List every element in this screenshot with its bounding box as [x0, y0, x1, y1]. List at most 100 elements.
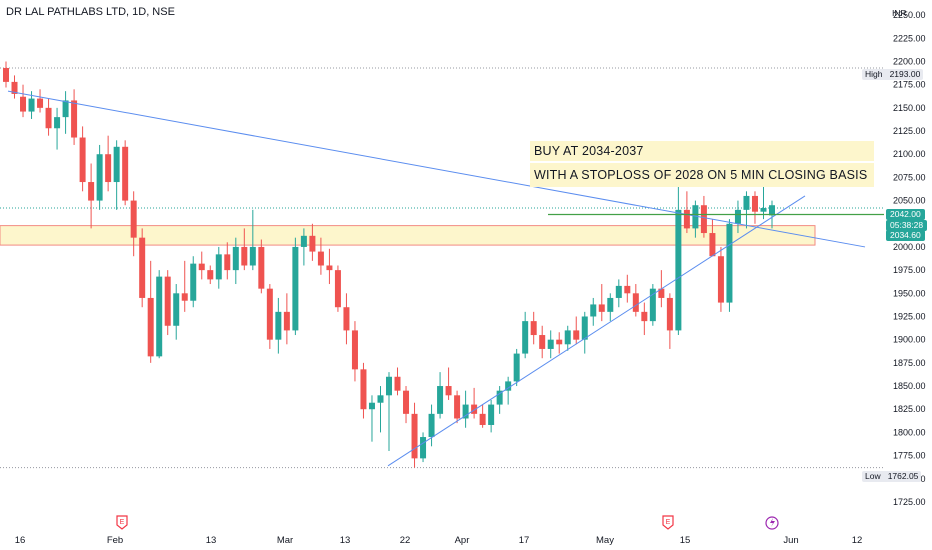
- y-tick-label: 1725.00: [893, 497, 926, 507]
- candle-body: [241, 246, 248, 266]
- candle-body: [326, 265, 333, 271]
- candle-body: [471, 404, 478, 414]
- candle-body: [283, 311, 290, 331]
- candle-body: [394, 376, 401, 391]
- candle-body: [700, 205, 707, 234]
- candle-body: [334, 270, 341, 308]
- candle-body: [462, 404, 469, 419]
- candle-body: [530, 321, 537, 336]
- candle-body: [249, 246, 256, 266]
- y-tick-label: 2125.00: [893, 126, 926, 136]
- candle-body: [28, 98, 35, 112]
- candle-body: [683, 209, 690, 229]
- candle-body: [360, 369, 367, 410]
- svg-text:E: E: [666, 519, 671, 526]
- candle-body: [300, 235, 307, 247]
- candle-body: [232, 246, 239, 271]
- candle-body: [96, 154, 103, 201]
- candle-body: [45, 107, 52, 129]
- candle-body: [224, 254, 231, 271]
- candle-body: [20, 96, 27, 112]
- x-tick-label: 15: [680, 535, 691, 546]
- y-tick-label: 2175.00: [893, 80, 926, 90]
- candle-body: [113, 146, 120, 183]
- candle-body: [386, 376, 392, 396]
- x-tick-label: 13: [206, 535, 217, 546]
- y-tick-label: 1800.00: [893, 427, 926, 437]
- currency-label: INR: [892, 8, 907, 18]
- candle-body: [3, 67, 9, 82]
- candle-body: [377, 395, 384, 403]
- candle-body: [428, 413, 435, 438]
- x-tick-label: Apr: [455, 535, 470, 546]
- candle-body: [598, 304, 605, 312]
- y-tick-label: 2075.00: [893, 172, 926, 182]
- high-value: 2193.00: [889, 69, 921, 79]
- candle-body: [71, 100, 78, 138]
- y-tick-label: 2250.00: [893, 10, 926, 20]
- candle-body: [343, 307, 350, 331]
- candle-body: [437, 386, 444, 414]
- candle-body: [266, 288, 273, 340]
- candle-body: [539, 335, 546, 349]
- candle-body: [62, 100, 69, 118]
- candle-body: [309, 235, 316, 252]
- x-tick-label: 22: [400, 535, 411, 546]
- candle-body: [564, 330, 571, 345]
- candle-body: [88, 182, 95, 201]
- y-tick-label: 2050.00: [893, 196, 926, 206]
- candle-body: [649, 288, 656, 322]
- x-tick-label: Mar: [277, 535, 293, 546]
- low-label: Low: [865, 471, 881, 481]
- candle-body: [666, 297, 673, 331]
- earnings-icon[interactable]: E: [116, 515, 128, 530]
- x-tick-label: Jun: [783, 535, 798, 546]
- candle-body: [164, 276, 171, 326]
- high-label: High: [865, 69, 883, 79]
- candle-body: [675, 209, 682, 331]
- y-tick-label: 2000.00: [893, 242, 926, 252]
- candle-body: [156, 276, 163, 357]
- low-value: 1762.05: [887, 471, 919, 481]
- candle-body: [215, 254, 222, 280]
- candle-body: [292, 246, 299, 331]
- y-tick-label: 2150.00: [893, 103, 926, 113]
- y-tick-label: 1775.00: [893, 451, 926, 461]
- x-tick-label: 16: [15, 535, 26, 546]
- candle-body: [734, 209, 741, 224]
- y-tick-label: 1975.00: [893, 265, 926, 275]
- candle-body: [105, 154, 112, 183]
- candle-body: [258, 246, 265, 289]
- candle-body: [573, 330, 580, 340]
- y-tick-label: 1875.00: [893, 358, 926, 368]
- candle-body: [590, 304, 597, 317]
- dividend-icon[interactable]: [765, 516, 779, 530]
- low-tag: Low 1762.05: [862, 471, 922, 482]
- y-tick-label: 2225.00: [893, 33, 926, 43]
- candle-body: [37, 98, 44, 108]
- candle-body: [641, 311, 648, 322]
- y-tick-label: 2100.00: [893, 149, 926, 159]
- candle-body: [607, 297, 614, 312]
- candle-body: [624, 285, 631, 294]
- candle-body: [769, 205, 775, 216]
- candle-body: [79, 137, 86, 183]
- candle-body: [54, 117, 61, 129]
- candle-body: [726, 223, 733, 303]
- candle-body: [496, 390, 503, 405]
- x-tick-label: 13: [340, 535, 351, 546]
- stoploss-annotation[interactable]: WITH A STOPLOSS OF 2028 ON 5 MIN CLOSING…: [530, 163, 874, 187]
- earnings-icon[interactable]: E: [662, 515, 674, 530]
- candle-body: [692, 205, 699, 229]
- candle-body: [190, 263, 197, 301]
- x-tick-label: Feb: [107, 535, 123, 546]
- descending-trendline: [7, 90, 866, 248]
- buy-annotation[interactable]: BUY AT 2034-2037: [530, 141, 874, 161]
- candle-body: [11, 81, 18, 94]
- candle-body: [658, 288, 665, 298]
- x-tick-label: 12: [852, 535, 863, 546]
- candle-body: [403, 390, 410, 414]
- candle-body: [207, 270, 214, 280]
- candle-body: [454, 395, 461, 419]
